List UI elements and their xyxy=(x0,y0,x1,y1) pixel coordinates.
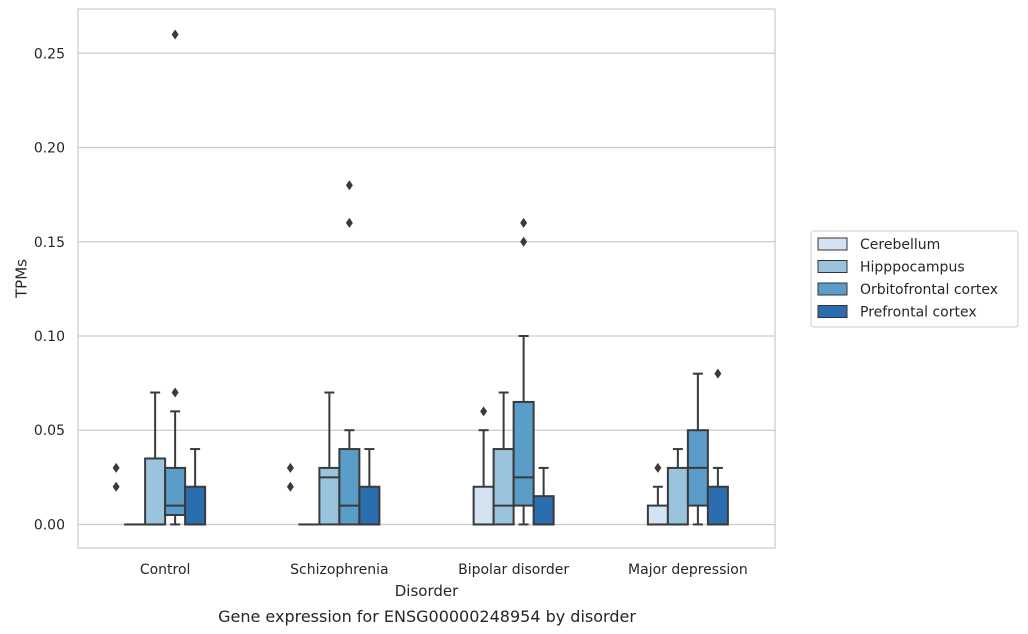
box-2-3 xyxy=(686,372,709,526)
legend-label: Hipppocampus xyxy=(860,260,965,276)
outlier-point xyxy=(520,217,528,228)
legend-swatch xyxy=(817,260,848,273)
legend-swatch xyxy=(817,305,848,318)
legend-label: Orbitofrontal cortex xyxy=(860,282,998,298)
box-1-3 xyxy=(666,448,689,526)
y-axis-label: TPMs xyxy=(12,259,30,299)
box-2-1 xyxy=(338,180,361,526)
outlier-point xyxy=(171,29,179,40)
box-0-3 xyxy=(646,462,669,526)
box-body xyxy=(472,485,495,526)
legend-frame xyxy=(810,230,1019,328)
box-plots xyxy=(112,29,729,526)
outlier-point xyxy=(286,481,294,492)
box-1-0 xyxy=(144,391,167,526)
box-body xyxy=(338,448,361,526)
y-tick-label: 0.20 xyxy=(34,141,65,157)
x-tick-label: Control xyxy=(140,562,191,578)
y-tick-label: 0.15 xyxy=(34,235,65,251)
box-body xyxy=(532,495,555,526)
box-2-0 xyxy=(164,29,187,526)
box-0-2 xyxy=(472,406,495,526)
box-2-2 xyxy=(512,217,535,526)
outlier-point xyxy=(286,462,294,473)
outlier-point xyxy=(112,481,120,492)
box-body xyxy=(646,504,669,526)
y-tick-label: 0.05 xyxy=(34,423,65,439)
outlier-point xyxy=(345,180,353,191)
x-tick-label: Bipolar disorder xyxy=(458,562,569,578)
plot-frame xyxy=(77,8,776,549)
box-body xyxy=(706,485,729,526)
legend: Cerebellum Hipppocampus Orbitofrontal cort… xyxy=(810,230,1019,328)
box-3-3 xyxy=(706,368,729,526)
x-axis-label: Disorder xyxy=(395,582,459,600)
outlier-point xyxy=(345,217,353,228)
legend-swatch xyxy=(817,282,848,296)
box-body xyxy=(666,466,689,526)
legend-label: Cerebellum xyxy=(860,237,940,253)
box-3-1 xyxy=(358,448,381,526)
y-tick-label: 0.10 xyxy=(34,329,65,345)
legend-label: Prefrontal cortex xyxy=(860,305,977,321)
y-tick-labels: 0.00 0.05 0.10 0.15 0.20 0.25 xyxy=(34,46,65,533)
outlier-point xyxy=(171,387,179,398)
box-body xyxy=(358,485,381,526)
outlier-point xyxy=(654,462,662,473)
outlier-point xyxy=(480,406,488,417)
box-body xyxy=(492,448,515,526)
box-3-2 xyxy=(532,466,555,526)
outlier-point xyxy=(714,368,722,379)
y-tick-label: 0.00 xyxy=(34,517,65,533)
box-body xyxy=(184,485,207,526)
box-1-2 xyxy=(492,391,515,526)
y-tick-label: 0.25 xyxy=(34,46,65,62)
x-tick-label: Schizophrenia xyxy=(290,562,388,578)
box-body xyxy=(144,457,167,526)
box-1-1 xyxy=(318,391,341,526)
box-3-0 xyxy=(184,448,207,526)
x-tick-labels: Control Schizophrenia Bipolar disorder Majo… xyxy=(140,562,748,578)
x-tick-label: Major depression xyxy=(628,562,748,578)
grid-lines xyxy=(78,52,775,526)
outlier-point xyxy=(112,462,120,473)
outlier-point xyxy=(520,236,528,247)
box-body xyxy=(512,400,535,507)
legend-swatch xyxy=(817,237,848,251)
box-body xyxy=(164,466,187,517)
chart-caption: Gene expression for ENSG00000248954 by d… xyxy=(218,607,636,626)
